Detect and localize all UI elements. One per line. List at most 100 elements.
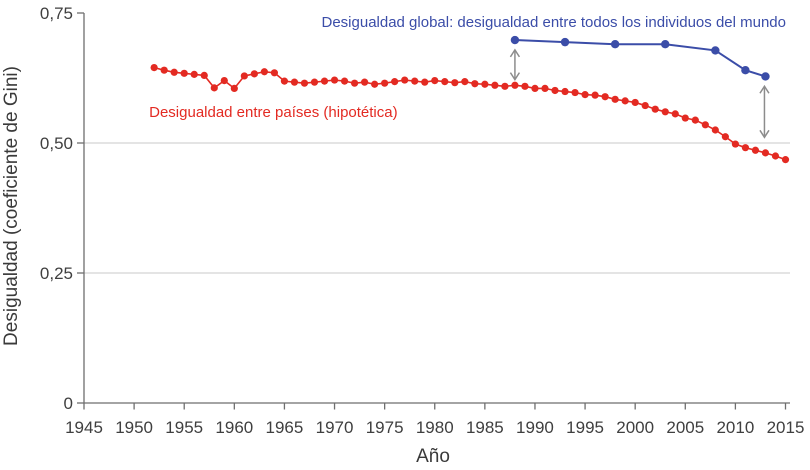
x-tick-label: 1980 — [416, 418, 454, 437]
data-point — [200, 71, 208, 79]
data-point — [330, 76, 339, 84]
data-point — [421, 78, 429, 86]
x-tick-label: 1995 — [566, 418, 604, 437]
y-tick-label: 0,25 — [40, 264, 73, 283]
data-point — [250, 70, 258, 78]
data-point — [701, 121, 709, 129]
gap-arrow-head-up — [759, 84, 770, 94]
data-point — [610, 40, 620, 49]
x-tick-label: 1975 — [366, 418, 404, 437]
x-tick-label: 1970 — [316, 418, 354, 437]
x-axis-title: Año — [416, 446, 450, 467]
data-point — [451, 79, 459, 87]
x-tick-label: 2015 — [767, 418, 805, 437]
data-point — [411, 77, 419, 85]
gap-arrow-head-down — [759, 129, 770, 139]
data-point — [751, 146, 760, 154]
series-label-between-countries: Desigualdad entre países (hipotética) — [149, 104, 397, 121]
x-tick-label: 1945 — [65, 418, 103, 437]
y-tick-labels: 0 0,25 0,50 0,75 — [40, 4, 84, 413]
data-point — [771, 152, 780, 160]
y-tick-label: 0,50 — [40, 134, 73, 153]
series-line — [514, 39, 766, 78]
data-point — [741, 66, 750, 75]
data-point — [391, 78, 399, 86]
x-tick-label: 1985 — [466, 418, 504, 437]
data-point — [320, 77, 329, 85]
data-point — [761, 72, 770, 81]
data-point — [160, 66, 168, 74]
data-point — [681, 114, 689, 122]
data-point — [581, 91, 589, 99]
data-point — [290, 78, 299, 86]
data-point — [731, 140, 739, 148]
data-point — [711, 46, 720, 55]
data-point — [210, 84, 218, 92]
gridlines — [84, 142, 790, 274]
axes — [83, 13, 790, 404]
data-point — [240, 72, 248, 80]
gap-arrow-head-down — [509, 72, 521, 81]
data-point — [621, 97, 629, 105]
data-point — [481, 80, 489, 88]
data-point — [350, 79, 359, 87]
data-point — [471, 80, 479, 88]
series-global — [510, 35, 770, 81]
data-point — [571, 88, 579, 97]
data-point — [431, 77, 439, 85]
data-point — [340, 77, 349, 85]
data-point — [721, 133, 729, 141]
data-point — [361, 78, 369, 86]
data-point — [560, 37, 570, 47]
data-point — [461, 78, 469, 86]
data-point — [510, 35, 520, 45]
series-line — [153, 66, 786, 161]
data-point — [781, 156, 790, 164]
data-point — [230, 84, 238, 92]
x-tick-label: 2010 — [716, 418, 754, 437]
data-point — [651, 105, 659, 113]
gap-arrows — [509, 48, 770, 139]
data-point — [611, 95, 619, 103]
gap-arrow-head-up — [509, 48, 521, 58]
data-point — [561, 87, 569, 96]
data-point — [401, 76, 409, 84]
data-point — [761, 149, 770, 157]
x-tick-label: 1965 — [266, 418, 304, 437]
data-point — [541, 84, 549, 92]
data-point — [170, 68, 178, 76]
data-point — [691, 116, 699, 124]
x-tick-label: 1955 — [165, 418, 203, 437]
data-point — [591, 91, 599, 99]
series-between-countries — [150, 64, 790, 164]
data-point — [711, 126, 719, 134]
data-point — [150, 64, 158, 72]
data-point — [521, 82, 529, 90]
data-point — [601, 93, 609, 101]
y-tick-label: 0 — [64, 394, 73, 413]
data-point — [441, 78, 449, 86]
data-point — [491, 81, 499, 89]
y-tick-label: 0,75 — [40, 4, 73, 23]
data-point — [551, 86, 559, 95]
data-point — [531, 84, 539, 92]
data-point — [661, 108, 669, 116]
data-point — [280, 77, 289, 85]
series-label-global: Desigualdad global: desigualdad entre to… — [322, 14, 786, 31]
data-point — [371, 80, 379, 88]
data-point — [310, 78, 319, 86]
data-point — [300, 79, 309, 87]
x-tick-label: 2005 — [666, 418, 704, 437]
data-point — [190, 70, 198, 78]
data-point — [180, 69, 188, 77]
data-point — [741, 144, 750, 152]
data-point — [260, 68, 268, 76]
x-tick-label: 2000 — [616, 418, 654, 437]
x-tick-label: 1960 — [215, 418, 253, 437]
data-point — [631, 98, 639, 107]
x-tick-label: 1950 — [115, 418, 153, 437]
y-axis-title: Desigualdad (coeficiente de Gini) — [1, 66, 22, 346]
data-point — [501, 82, 509, 90]
